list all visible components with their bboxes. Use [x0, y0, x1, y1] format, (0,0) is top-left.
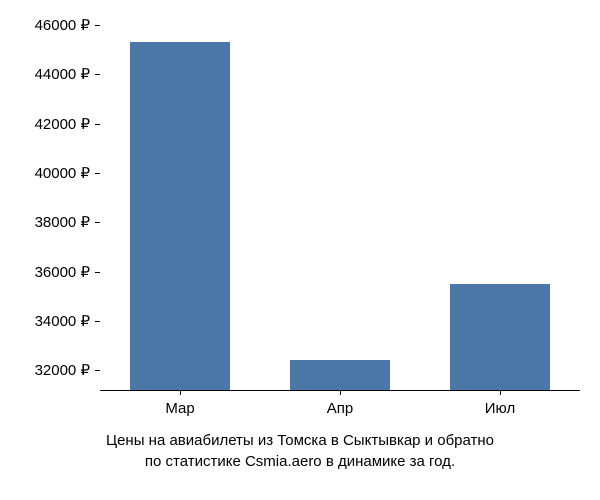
y-tick-label: 32000 ₽	[35, 361, 90, 379]
y-tick-label: 36000 ₽	[35, 263, 90, 281]
caption-line-1: Цены на авиабилеты из Томска в Сыктывкар…	[0, 430, 600, 451]
bar	[290, 360, 389, 390]
y-tick-mark	[95, 124, 100, 125]
x-tick-mark	[180, 390, 181, 395]
chart-caption: Цены на авиабилеты из Томска в Сыктывкар…	[0, 430, 600, 472]
y-tick-mark	[95, 74, 100, 75]
y-tick-label: 40000 ₽	[35, 164, 90, 182]
y-tick-mark	[95, 173, 100, 174]
x-tick-label: Июл	[485, 400, 515, 417]
y-tick-label: 44000 ₽	[35, 65, 90, 83]
x-tick-mark	[500, 390, 501, 395]
bar	[450, 284, 549, 390]
y-tick-mark	[95, 370, 100, 371]
price-chart: 32000 ₽ 34000 ₽ 36000 ₽ 38000 ₽ 40000 ₽ 42000…	[0, 0, 600, 500]
plot-area	[100, 20, 580, 390]
y-tick-label: 38000 ₽	[35, 213, 90, 231]
y-tick-mark	[95, 321, 100, 322]
x-tick-label: Мар	[165, 400, 194, 417]
y-axis: 32000 ₽ 34000 ₽ 36000 ₽ 38000 ₽ 40000 ₽ 42000…	[0, 20, 95, 390]
bar	[130, 42, 229, 390]
y-tick-label: 46000 ₽	[35, 16, 90, 34]
y-tick-mark	[95, 25, 100, 26]
x-tick-label: Апр	[327, 400, 353, 417]
x-tick-mark	[340, 390, 341, 395]
caption-line-2: по статистике Csmia.aero в динамике за г…	[0, 451, 600, 472]
y-tick-mark	[95, 272, 100, 273]
y-tick-label: 42000 ₽	[35, 115, 90, 133]
x-axis: Мар Апр Июл	[100, 395, 580, 425]
y-tick-mark	[95, 222, 100, 223]
y-tick-label: 34000 ₽	[35, 312, 90, 330]
